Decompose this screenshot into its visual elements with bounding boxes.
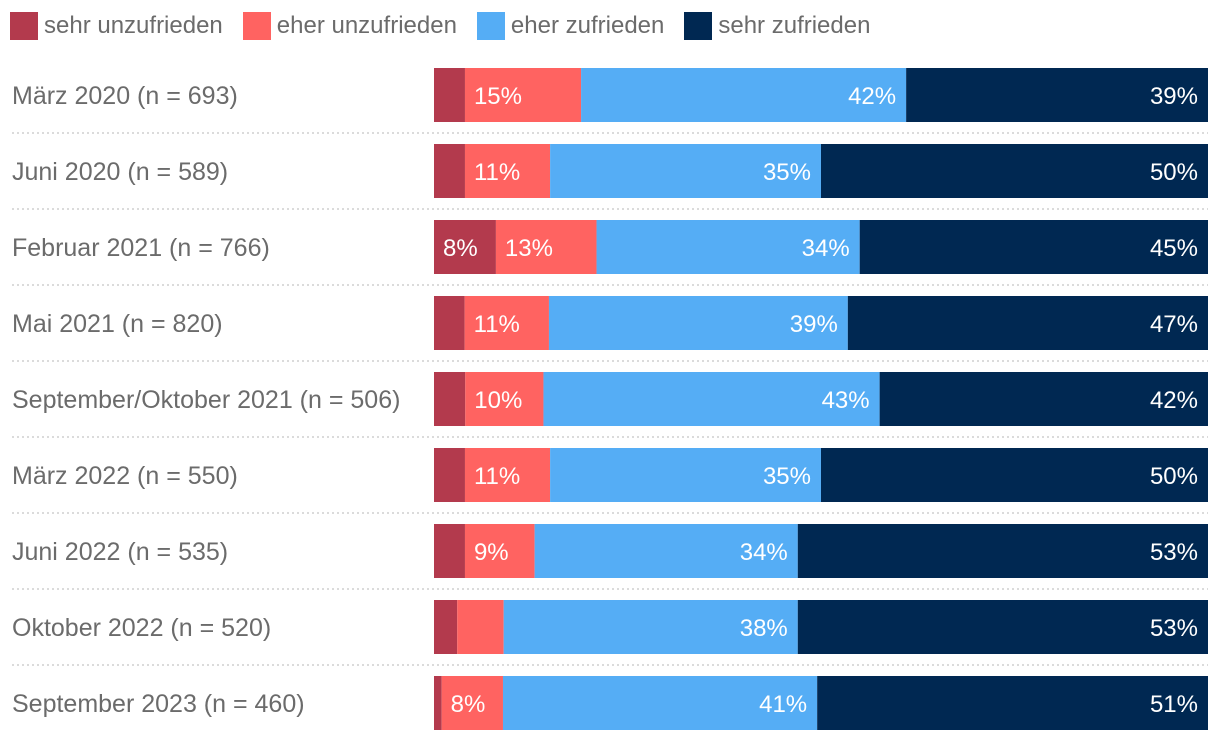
data-label: 42% <box>1150 387 1198 414</box>
data-label: 34% <box>740 539 788 566</box>
legend-swatch <box>242 12 271 40</box>
bar-segment-eher-unzufrieden <box>464 68 582 122</box>
data-label: 42% <box>848 83 896 110</box>
bar-segment-eher-unzufrieden <box>464 448 551 502</box>
bar-row: März 2022 (n = 550) 11% 35% 50% <box>12 448 1208 514</box>
legend-swatch <box>10 12 38 40</box>
bar-segment-eher-zufrieden <box>550 448 821 502</box>
legend-label: sehr zufrieden <box>718 12 871 39</box>
legend-label: eher zufrieden <box>510 12 665 39</box>
data-label: 11% <box>474 159 520 186</box>
data-label: 38% <box>740 615 788 642</box>
data-label: 11% <box>474 463 520 490</box>
bar-row: März 2020 (n = 693) 15% 42% 39% <box>12 68 1208 134</box>
data-label: 41% <box>759 691 807 718</box>
bar-row: Juni 2022 (n = 535) 9% 34% 53% <box>12 524 1208 590</box>
bar-segment-sehr-zufrieden <box>797 600 1208 654</box>
bar-segment-eher-unzufrieden <box>464 524 535 578</box>
bar-segment-sehr-unzufrieden <box>434 296 465 350</box>
data-label: 53% <box>1150 539 1198 566</box>
bar-segment-eher-unzufrieden <box>464 144 551 198</box>
data-label: 8% <box>451 691 486 718</box>
category-label: März 2022 (n = 550) <box>12 462 238 490</box>
bar-segment-eher-zufrieden <box>534 524 798 578</box>
category-label: Oktober 2022 (n = 520) <box>12 614 271 642</box>
category-label: September/Oktober 2021 (n = 506) <box>12 386 400 414</box>
bar-segment-sehr-zufrieden <box>879 372 1208 426</box>
bar-segment-eher-zufrieden <box>503 600 798 654</box>
data-label: 47% <box>1150 311 1198 338</box>
bar-segment-sehr-unzufrieden <box>434 372 466 426</box>
bar-segment-sehr-unzufrieden <box>434 448 465 502</box>
data-label: 50% <box>1150 159 1198 186</box>
data-label: 8% <box>443 235 478 262</box>
bar-segment-sehr-unzufrieden <box>434 144 465 198</box>
bar-segment-sehr-zufrieden <box>821 448 1208 502</box>
legend-swatch <box>476 12 505 40</box>
data-label: 34% <box>802 235 850 262</box>
data-label: 45% <box>1150 235 1198 262</box>
bar-segment-eher-zufrieden <box>596 220 860 274</box>
data-label: 10% <box>474 387 522 414</box>
category-label: Mai 2021 (n = 820) <box>12 310 223 338</box>
bar-segment-eher-zufrieden <box>548 296 848 350</box>
bar-segment-sehr-unzufrieden <box>434 220 496 274</box>
data-label: 35% <box>763 463 811 490</box>
bar-segment-sehr-unzufrieden <box>434 676 442 730</box>
data-label: 43% <box>822 387 870 414</box>
bar-segment-sehr-unzufrieden <box>434 68 465 122</box>
bar-row: Mai 2021 (n = 820) 11% 39% 47% <box>12 296 1208 362</box>
bar-row: Juni 2020 (n = 589) 11% 35% 50% <box>12 144 1208 210</box>
data-label: 11% <box>474 311 520 338</box>
category-label: Februar 2021 (n = 766) <box>12 234 270 262</box>
bar-segment-eher-zufrieden <box>581 68 907 122</box>
legend-label: sehr unzufrieden <box>44 12 223 39</box>
bar-segment-sehr-unzufrieden <box>434 600 458 654</box>
legend-item-sehr-unzufrieden: sehr unzufrieden <box>10 12 223 40</box>
bar-segment-sehr-zufrieden <box>797 524 1208 578</box>
data-label: 51% <box>1150 691 1198 718</box>
bar-row: Februar 2021 (n = 766) 8% 13% 34% 45% <box>12 220 1208 286</box>
bar-segment-sehr-zufrieden <box>906 68 1208 122</box>
data-label: 50% <box>1150 463 1198 490</box>
bar-segment-sehr-zufrieden <box>817 676 1208 730</box>
bar-segment-eher-unzufrieden <box>441 676 503 730</box>
data-label: 13% <box>505 235 553 262</box>
legend-label: eher unzufrieden <box>276 12 457 39</box>
bar-row: September 2023 (n = 460) 8% 41% 51% <box>12 676 1208 730</box>
category-label: März 2020 (n = 693) <box>12 82 238 110</box>
bar-segment-sehr-unzufrieden <box>434 524 465 578</box>
bar-row: Oktober 2022 (n = 520) 38% 53% <box>12 600 1208 666</box>
category-label: Juni 2020 (n = 589) <box>12 158 228 186</box>
bar-segment-eher-zufrieden <box>543 372 880 426</box>
category-label: September 2023 (n = 460) <box>12 690 305 718</box>
bar-segment-eher-zufrieden <box>550 144 821 198</box>
legend-item-sehr-zufrieden: sehr zufrieden <box>684 12 870 40</box>
data-label: 39% <box>790 311 838 338</box>
data-label: 53% <box>1150 615 1198 642</box>
legend-swatch <box>684 12 713 40</box>
category-label: Juni 2022 (n = 535) <box>12 538 228 566</box>
legend-item-eher-unzufrieden: eher unzufrieden <box>242 12 457 40</box>
data-label: 35% <box>763 159 811 186</box>
bar-segment-eher-unzufrieden <box>465 372 544 426</box>
bar-segment-eher-unzufrieden <box>464 296 549 350</box>
data-label: 15% <box>474 83 522 110</box>
bar-segment-sehr-zufrieden <box>847 296 1208 350</box>
bar-segment-eher-unzufrieden <box>495 220 597 274</box>
legend: sehr unzufrieden eher unzufrieden eher zuf… <box>10 10 890 42</box>
bar-segment-sehr-zufrieden <box>859 220 1208 274</box>
bar-segment-sehr-zufrieden <box>821 144 1208 198</box>
bar-segment-eher-zufrieden <box>502 676 818 730</box>
data-label: 39% <box>1150 83 1198 110</box>
bar-segment-eher-unzufrieden <box>457 600 504 654</box>
bar-row: September/Oktober 2021 (n = 506) 10% 43% 42… <box>12 372 1208 438</box>
data-label: 9% <box>474 539 509 566</box>
legend-item-eher-zufrieden: eher zufrieden <box>476 12 665 40</box>
